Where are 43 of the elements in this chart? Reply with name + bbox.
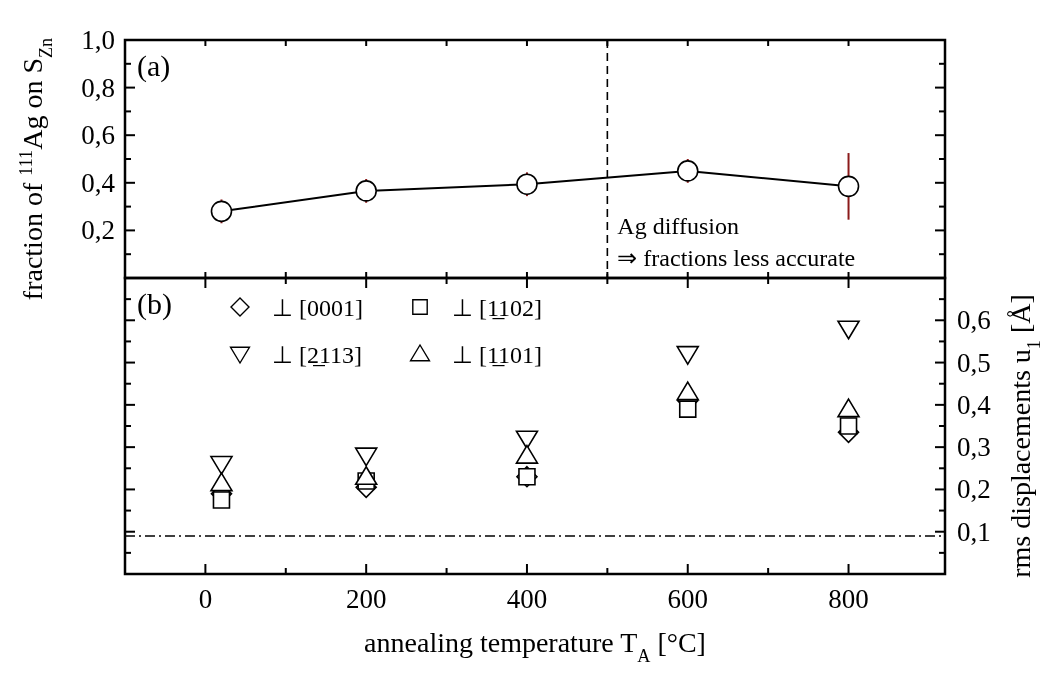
y2-tick-label: 0,1 [957,516,991,547]
point [210,472,233,492]
point [837,320,860,340]
y-tick-label: 0,4 [81,167,116,198]
x-tick-label: 0 [198,584,213,614]
y2-tick-label: 0,2 [957,474,991,505]
point [212,491,231,509]
point [676,345,700,365]
point [678,400,697,418]
y-tick-label: 0,2 [81,215,115,246]
point [210,200,233,223]
legend-label: ⊥ [1̲101] [452,342,543,368]
annotation: ⇒ fractions less accurate [617,245,856,271]
legend-label: ⊥ [2̲113] [272,342,363,368]
point [516,173,538,196]
x-tick-label: 800 [828,584,869,614]
point [515,430,539,450]
y2-tick-label: 0,3 [957,432,991,463]
x-tick-label: 400 [506,584,548,614]
x-tick-label: 200 [345,584,387,614]
legend-label: ⊥ [1̲102] [452,295,543,321]
point [837,175,860,198]
annotation: Ag diffusion [617,213,739,239]
point [839,417,858,435]
point [210,455,233,475]
y-tick-label: 0,8 [81,72,115,103]
annotation: (a) [137,49,171,83]
y2-tick-label: 0,4 [957,389,992,420]
point [354,465,378,486]
point [515,444,539,464]
x-tick-label: 600 [667,584,708,614]
y2-tick-label: 0,6 [957,305,991,336]
legend-label: ⊥ [0001] [272,295,363,321]
point [354,447,378,467]
y-tick-label: 1,0 [81,25,115,55]
point [676,381,700,401]
y-tick-label: 0,6 [81,120,115,151]
x-axis-title: annealing temperature T$_{A}$ [°C] [364,627,706,666]
point [355,180,377,202]
point [676,160,699,182]
point [837,398,860,418]
annotation: (b) [137,287,172,321]
y2-tick-label: 0,5 [957,347,991,378]
